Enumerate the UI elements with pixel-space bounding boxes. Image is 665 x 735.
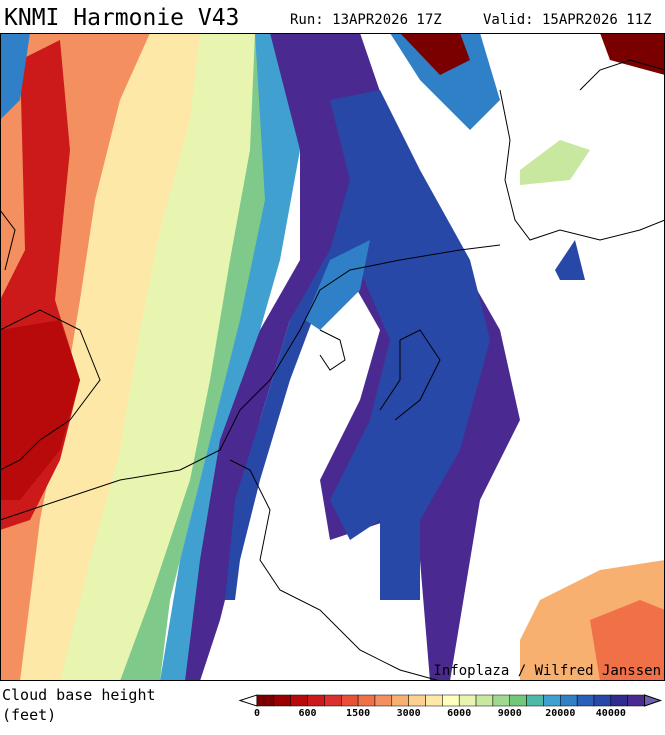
- credit: Infoplaza / Wilfred Janssen: [433, 663, 661, 679]
- colorbar-swatch: [341, 694, 359, 707]
- colorbar-swatch: [475, 694, 494, 707]
- valid-time: Valid: 15APR2026 11Z: [483, 12, 652, 28]
- map: Infoplaza / Wilfred Janssen: [0, 33, 665, 681]
- colorbar-tick-label: 40000: [596, 708, 626, 719]
- title: KNMI Harmonie V43: [4, 5, 239, 31]
- colorbar-tick-label: 9000: [498, 708, 522, 719]
- colorbar-tick-label: 20000: [545, 708, 575, 719]
- colorbar-swatch: [408, 694, 426, 707]
- colorbar-swatch: [357, 694, 376, 707]
- run-time: Run: 13APR2026 17Z: [290, 12, 442, 28]
- colorbar-swatch: [442, 694, 460, 707]
- legend-label: Cloud base height: [2, 686, 156, 704]
- colorbar-swatch: [256, 694, 275, 707]
- colorbar-tick-label: 6000: [447, 708, 471, 719]
- colorbar-tick-label: 1500: [346, 708, 370, 719]
- colorbar-swatch: [593, 694, 612, 707]
- colorbar-tick-label: 0: [254, 708, 260, 719]
- colorbar-swatch: [374, 694, 393, 707]
- colorbar-swatch: [307, 694, 325, 707]
- colorbar-tick-label: 600: [299, 708, 317, 719]
- colorbar: 0 600 1500 3000 6000 9000 20000 40000: [238, 694, 663, 719]
- colorbar-swatch: [425, 694, 443, 707]
- legend-unit: (feet): [2, 706, 56, 724]
- colorbar-swatch: [543, 694, 561, 707]
- colorbar-swatch: [458, 694, 477, 707]
- colorbar-swatch: [526, 694, 544, 707]
- colorbar-swatch: [273, 694, 291, 707]
- colorbar-tick-label: 3000: [397, 708, 421, 719]
- colorbar-swatch: [610, 694, 628, 707]
- colorbar-swatch: [627, 694, 645, 707]
- colorbar-swatch: [391, 694, 409, 707]
- colorbar-high-end: [644, 694, 663, 707]
- colorbar-low-end: [238, 694, 258, 707]
- colorbar-swatch: [492, 694, 510, 707]
- colorbar-swatch: [290, 694, 308, 707]
- colorbar-swatch: [509, 694, 527, 707]
- colorbar-swatch: [324, 694, 342, 707]
- colorbar-swatch: [576, 694, 595, 707]
- colorbar-swatch: [560, 694, 578, 707]
